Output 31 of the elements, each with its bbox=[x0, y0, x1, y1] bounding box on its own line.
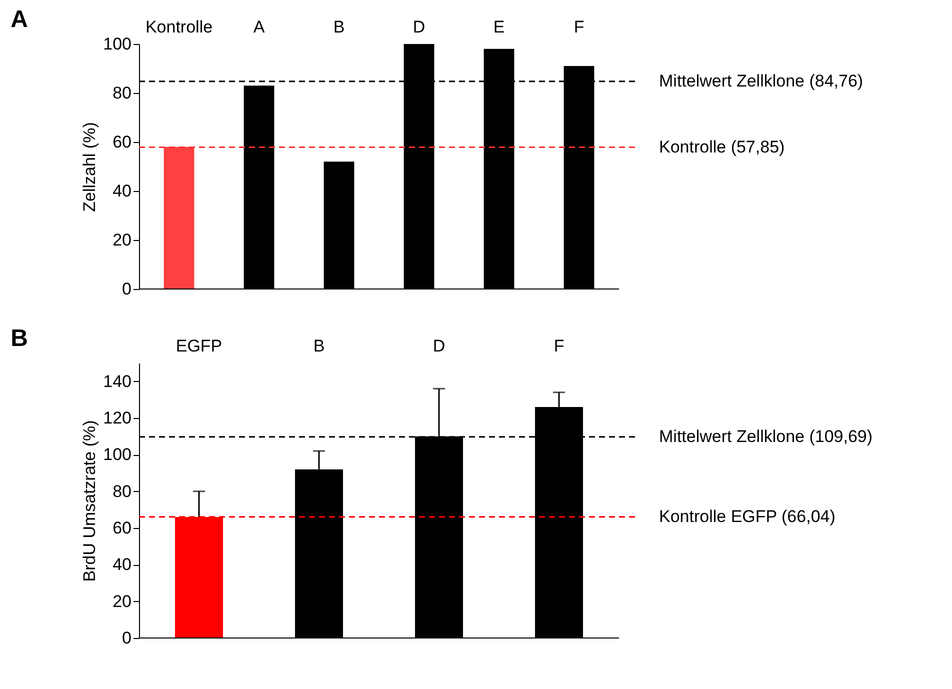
y-tick-label: 140 bbox=[103, 372, 132, 391]
y-tick-label: 40 bbox=[112, 555, 132, 574]
y-tick-label: 100 bbox=[103, 445, 132, 464]
x-tick-label: B bbox=[313, 336, 325, 356]
y-tick-label: 40 bbox=[112, 182, 132, 200]
y-axis-title: Zellzahl (%) bbox=[80, 122, 100, 212]
y-tick-label: 60 bbox=[112, 132, 132, 152]
x-tick-label: A bbox=[253, 18, 266, 36]
bar bbox=[164, 146, 194, 289]
x-tick-label: D bbox=[412, 18, 426, 36]
y-tick-label: 120 bbox=[103, 408, 132, 428]
y-tick-label: 0 bbox=[122, 628, 132, 648]
y-tick-label: 80 bbox=[112, 482, 132, 501]
y-tick-label: 60 bbox=[112, 518, 132, 538]
x-tick-label: F bbox=[574, 18, 584, 36]
ref-line-label: Mittelwert Zellklone (109,69) bbox=[659, 426, 873, 446]
x-tick-label: Kontrolle bbox=[145, 18, 213, 36]
x-tick-label: EGFP bbox=[176, 336, 222, 356]
y-tick-label: 20 bbox=[112, 230, 132, 250]
y-tick-label: 100 bbox=[103, 34, 132, 54]
y-tick-label: 80 bbox=[112, 84, 132, 102]
x-tick-label: D bbox=[432, 336, 446, 356]
x-tick-label: B bbox=[333, 18, 345, 36]
x-tick-label: E bbox=[493, 18, 505, 36]
x-tick-label: F bbox=[554, 336, 564, 356]
ref-line-label: Kontrolle EGFP (66,04) bbox=[659, 506, 836, 526]
y-tick-label: 20 bbox=[112, 592, 132, 611]
ref-line-label: Mittelwert Zellklone (84,76) bbox=[659, 71, 864, 90]
ref-line-label: Kontrolle (57,85) bbox=[659, 137, 785, 156]
y-axis-title: BrdU Umsatzrate (%) bbox=[80, 420, 100, 582]
y-tick-label: 0 bbox=[122, 280, 132, 298]
